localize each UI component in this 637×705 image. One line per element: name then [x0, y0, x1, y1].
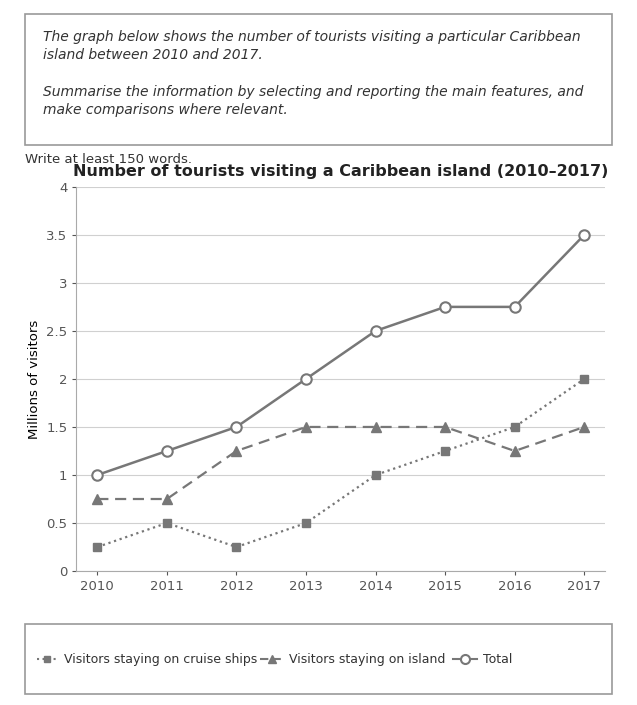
FancyBboxPatch shape [25, 624, 612, 694]
Text: Total: Total [483, 653, 512, 666]
Text: Write at least 150 words.: Write at least 150 words. [25, 153, 192, 166]
Y-axis label: Millions of visitors: Millions of visitors [28, 319, 41, 439]
Text: Visitors staying on island: Visitors staying on island [289, 653, 445, 666]
Text: The graph below shows the number of tourists visiting a particular Caribbean
isl: The graph below shows the number of tour… [43, 30, 581, 62]
Text: Visitors staying on cruise ships: Visitors staying on cruise ships [64, 653, 257, 666]
Title: Number of tourists visiting a Caribbean island (2010–2017): Number of tourists visiting a Caribbean … [73, 164, 608, 178]
Text: Summarise the information by selecting and reporting the main features, and
make: Summarise the information by selecting a… [43, 85, 583, 117]
FancyBboxPatch shape [25, 14, 612, 145]
